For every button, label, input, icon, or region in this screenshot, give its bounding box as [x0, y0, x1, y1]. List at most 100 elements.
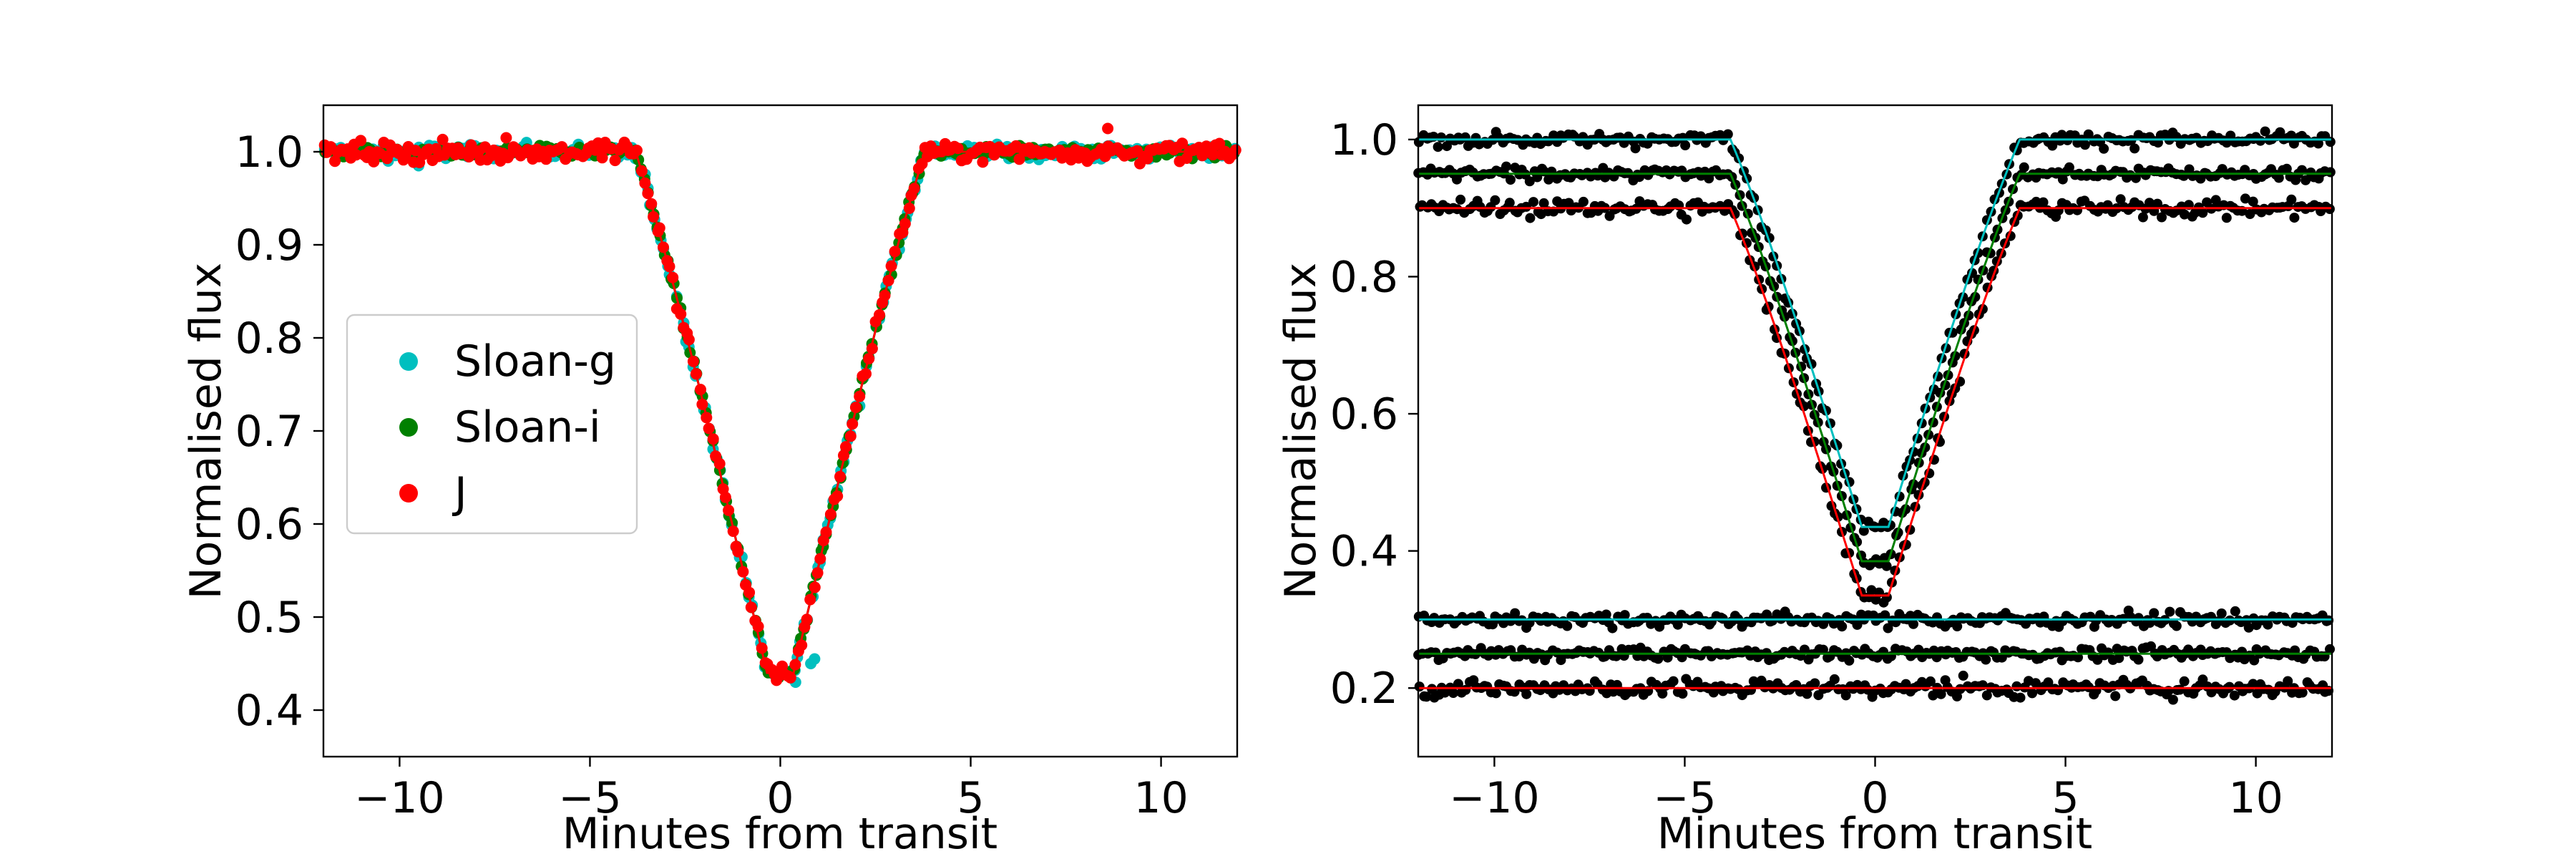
left-point-j [540, 153, 552, 165]
right-point [1913, 644, 1924, 655]
right-point [2297, 165, 2307, 175]
right-point [1952, 621, 1963, 631]
right-point [2301, 175, 2311, 185]
left-point-j [368, 155, 380, 168]
right-point [1981, 690, 1992, 701]
right-point [1491, 688, 1501, 699]
right-model-line [1418, 138, 2332, 528]
left-point-j [631, 145, 643, 157]
right-point [1421, 691, 1432, 702]
right-point [2229, 690, 2240, 701]
legend-label-j: J [452, 468, 467, 518]
right-point [2273, 173, 2284, 183]
right-point [1852, 619, 1863, 630]
right-point [1521, 689, 1532, 699]
right-point [1528, 197, 1538, 208]
right-point [2047, 140, 2058, 151]
right-point [2133, 654, 2144, 665]
right-point [1433, 142, 1443, 152]
right-point [1662, 652, 1673, 663]
right-point [1883, 623, 1893, 634]
right-point [2286, 130, 2297, 141]
right-series-transit-1 [1413, 161, 2336, 571]
right-point [2103, 647, 2113, 658]
right-point [1936, 689, 1946, 699]
right-xtick-label: −10 [1449, 773, 1540, 823]
right-point [1840, 690, 1851, 701]
left-ytick-label: 0.5 [235, 593, 303, 643]
right-point [2255, 135, 2265, 146]
left-point-j [1229, 144, 1241, 156]
left-point-j [355, 135, 367, 147]
left-point-j [1214, 137, 1226, 150]
right-point [2248, 679, 2258, 689]
right-point [1563, 198, 1574, 208]
left-xtick-label: 10 [1133, 773, 1188, 823]
right-point [1601, 609, 1611, 620]
left-point-j [436, 133, 449, 145]
right-point [2157, 212, 2167, 223]
left-point-j [1102, 122, 1114, 135]
right-point [1436, 132, 1447, 142]
left-x-axis-label: Minutes from transit [562, 809, 997, 859]
right-point [1630, 143, 1641, 154]
right-point [2325, 167, 2336, 178]
left-xtick-label: 0 [766, 773, 794, 823]
right-point [1538, 198, 1549, 208]
right-point [2240, 193, 2250, 204]
right-point [2083, 129, 2094, 140]
left-ytick-label: 1.0 [235, 127, 303, 178]
right-point [1490, 195, 1501, 205]
right-model-line [1418, 173, 2332, 563]
right-point [2064, 162, 2074, 173]
right-point [2130, 173, 2141, 183]
right-point [2260, 126, 2270, 137]
right-point [1509, 686, 1520, 697]
left-point-j [500, 132, 512, 144]
right-point [1677, 689, 1688, 699]
right-point [2038, 197, 2049, 208]
right-x-axis-label: Minutes from transit [1657, 809, 2092, 859]
left-point-j [479, 141, 491, 153]
left-point-j [784, 671, 796, 684]
left-xtick-label: −10 [354, 773, 445, 823]
right-point [1668, 676, 1679, 686]
left-point-j [609, 155, 621, 167]
right-point [2221, 213, 2232, 223]
chart-left: −10 −5 0 5 10 0.4 0.5 0.6 0.7 0.8 0.9 1.0 Minutes … [181, 104, 1241, 859]
right-point [1722, 129, 1733, 140]
left-point-sloan-g [809, 653, 821, 665]
right-point [2099, 143, 2109, 154]
left-ytick-label: 0.6 [235, 500, 303, 550]
left-point-j [556, 141, 568, 153]
right-point [2216, 608, 2227, 618]
right-point [2115, 194, 2126, 205]
right-series-transit-2 [1415, 193, 2335, 608]
right-point [2030, 678, 2041, 689]
left-point-j [1176, 137, 1189, 150]
right-point [2149, 608, 2160, 618]
right-point [1858, 525, 1869, 536]
legend-marker-j [399, 484, 418, 503]
right-point [2283, 676, 2293, 686]
legend-label-sloan-i: Sloan-i [454, 402, 601, 452]
right-xtick-label: −5 [1653, 773, 1716, 823]
legend-label-sloan-g: Sloan-g [454, 336, 616, 387]
right-ytick-label: 0.6 [1330, 389, 1398, 440]
right-point [2325, 137, 2336, 147]
right-xtick-label: 0 [1861, 773, 1888, 823]
right-point [2015, 692, 2026, 703]
right-point [1562, 621, 1573, 631]
right-model-line [1418, 207, 2332, 597]
right-point [1524, 176, 1535, 187]
right-point [2286, 194, 2297, 205]
legend-box [346, 314, 638, 535]
right-point [1881, 592, 1892, 603]
right-point [1578, 196, 1589, 207]
right-point [1908, 618, 1918, 629]
right-point [2114, 653, 2124, 664]
right-yticks: 0.2 0.4 0.6 0.8 1.0 [1330, 115, 1418, 714]
right-point [1682, 214, 1692, 225]
right-series-residual-3 [1413, 606, 2334, 634]
